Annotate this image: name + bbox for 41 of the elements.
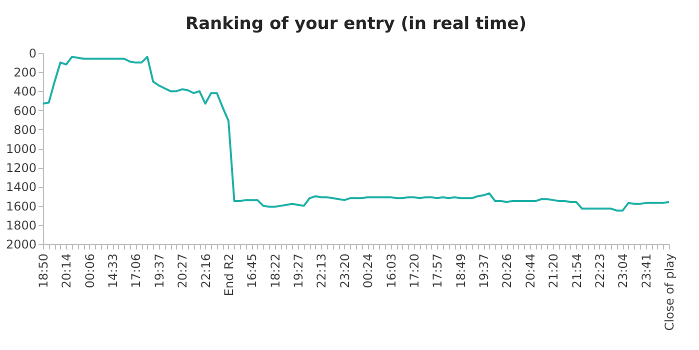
x-tick-label: 23:20 xyxy=(338,254,352,288)
x-tick-label: 22:16 xyxy=(198,254,213,288)
x-tick-label: 18:49 xyxy=(454,254,468,288)
x-tick-label: 19:37 xyxy=(477,254,492,288)
x-tick-label: 18:50 xyxy=(36,254,50,288)
x-tick-label: 18:22 xyxy=(268,254,282,288)
x-tick-label: 21:20 xyxy=(546,254,561,288)
x-tick-label: 00:24 xyxy=(361,254,376,288)
x-tick-label: End R2 xyxy=(222,254,236,296)
chart-title: Ranking of your entry (in real time) xyxy=(185,14,527,34)
y-tick-label: 2000 xyxy=(6,238,36,252)
y-tick-label: 600 xyxy=(14,104,36,118)
x-tick-label: 20:27 xyxy=(176,254,190,288)
y-tick-label: 1800 xyxy=(6,218,36,232)
y-tick-label: 0 xyxy=(28,46,36,60)
x-tick-label: 19:27 xyxy=(292,254,306,288)
y-tick-label: 200 xyxy=(14,66,36,80)
x-tick-label: 14:33 xyxy=(106,254,120,288)
x-tick-label: 21:54 xyxy=(570,254,584,288)
x-tick-label: 23:04 xyxy=(616,254,630,288)
x-tick-label: 00:06 xyxy=(82,254,97,288)
line-series xyxy=(42,56,670,212)
x-tick-label: 19:37 xyxy=(152,254,166,288)
x-tick-label: 20:26 xyxy=(500,254,514,288)
x-tick-label: 22:23 xyxy=(592,254,607,288)
y-tick-label: 800 xyxy=(14,122,36,137)
y-tick-label: 1000 xyxy=(6,142,36,156)
x-tick-label: 22:13 xyxy=(314,254,329,288)
y-tick-label: 1600 xyxy=(6,199,36,214)
x-tick-label: 20:14 xyxy=(60,254,74,288)
x-tick-label: 20:44 xyxy=(523,254,538,288)
x-tick-label: 23:41 xyxy=(639,254,654,288)
x-tick-label: 17:57 xyxy=(430,254,445,288)
y-tick-label: 1200 xyxy=(6,161,36,176)
y-tick-label: 1400 xyxy=(6,180,36,194)
x-tick-label: 17:06 xyxy=(129,254,144,288)
x-tick-label: 16:45 xyxy=(245,254,260,288)
x-tick-label: 17:20 xyxy=(407,254,422,288)
x-tick-label: Close of play xyxy=(662,254,676,331)
y-tick-label: 400 xyxy=(14,84,36,99)
x-tick-label: 16:03 xyxy=(384,254,398,288)
